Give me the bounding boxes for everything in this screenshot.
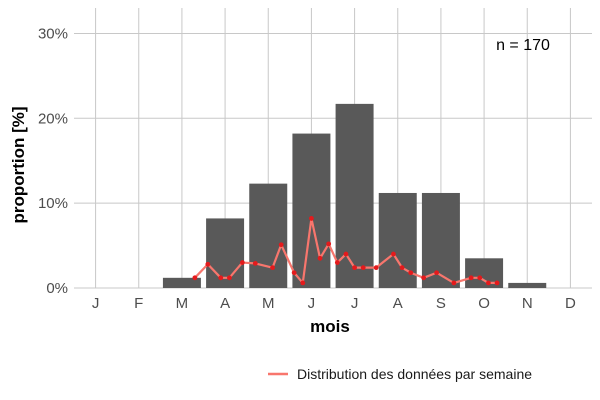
y-tick-label: 30% (38, 25, 68, 42)
x-tick-label: S (436, 295, 446, 312)
legend: Distribution des données par semaine (268, 366, 532, 382)
x-tick-label: M (262, 295, 275, 312)
series-point (360, 265, 366, 271)
series-point (205, 261, 211, 267)
x-tick-label: M (176, 295, 189, 312)
y-tick-label: 20% (38, 110, 68, 127)
series-point (494, 280, 500, 286)
series-point (239, 260, 245, 265)
series-point (408, 270, 414, 276)
y-axis-title: proportion [%] (9, 106, 28, 223)
series-line (194, 217, 498, 285)
series-point (434, 270, 439, 276)
bar (249, 183, 288, 288)
bar (206, 218, 245, 288)
series-point (309, 216, 314, 221)
x-tick-label: A (220, 295, 230, 312)
bar (508, 282, 547, 288)
tick-labels: 0% 10% 20% 30% J F M A M J J A S O N D (38, 25, 576, 312)
series-point (343, 251, 349, 257)
series-point (373, 265, 379, 271)
legend-label: Distribution des données par semaine (297, 366, 532, 382)
bar-series (162, 103, 547, 288)
y-tick-label: 0% (46, 280, 68, 297)
series-point (278, 242, 284, 248)
series-point (192, 275, 198, 281)
x-tick-label: O (478, 295, 490, 312)
bar (335, 103, 374, 288)
series-point (391, 251, 396, 257)
x-tick-label: F (134, 295, 143, 312)
x-tick-label: N (522, 295, 533, 312)
series-point (291, 270, 297, 276)
series-point (300, 280, 306, 286)
weekly-line-series (192, 216, 500, 286)
series-point (326, 241, 332, 247)
x-axis-title: mois (310, 317, 350, 336)
series-point (486, 280, 491, 286)
y-tick-label: 10% (38, 195, 68, 212)
series-point (317, 255, 323, 261)
x-tick-label: J (92, 295, 100, 312)
bar (421, 192, 460, 288)
series-point (270, 265, 275, 271)
bar (292, 133, 331, 288)
series-point (468, 275, 474, 281)
series-point (421, 275, 427, 281)
series-point (334, 260, 340, 265)
bar (162, 277, 201, 288)
x-tick-label: A (393, 295, 403, 312)
series-point (399, 265, 405, 271)
series-point (477, 275, 483, 281)
x-tick-label: J (351, 295, 359, 312)
series-point (352, 265, 357, 271)
series-point (227, 275, 232, 281)
x-tick-label: D (565, 295, 576, 312)
x-tick-label: J (308, 295, 316, 312)
sample-size-annotation: n = 170 (496, 37, 550, 54)
series-point (218, 275, 224, 281)
series-point (252, 260, 258, 266)
series-point (451, 280, 457, 286)
